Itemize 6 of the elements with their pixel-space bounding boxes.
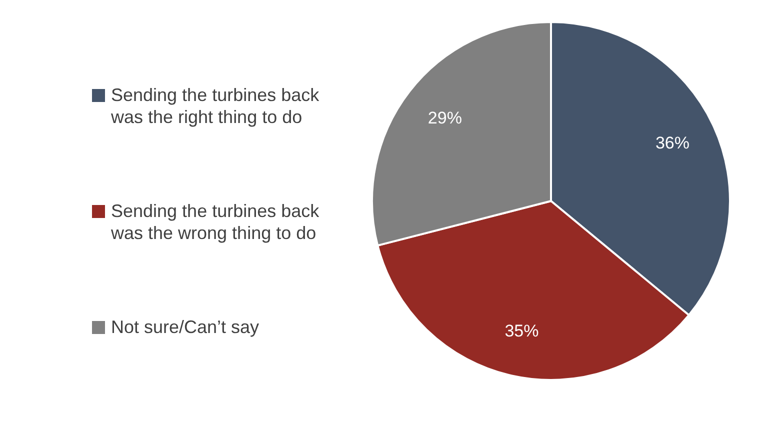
- data-label: 35%: [504, 322, 539, 341]
- legend-label: Sending the turbines back was the wrong thing to do: [111, 200, 320, 244]
- data-label: 29%: [428, 108, 462, 128]
- legend-label: Not sure/Can’t say: [111, 316, 260, 338]
- data-label: 36%: [655, 134, 690, 153]
- legend-label: Sending the turbines back was the right thing to do: [111, 84, 320, 128]
